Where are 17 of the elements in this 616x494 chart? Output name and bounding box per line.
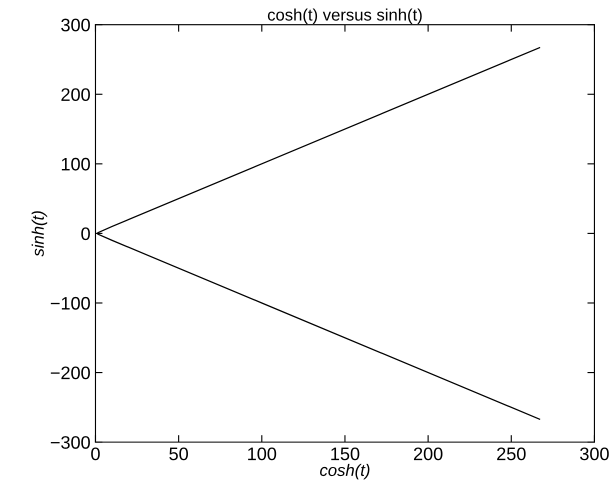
x-tick-label: 300 [580,447,609,460]
y-tick-label: −100 [50,296,90,310]
y-tick-label: 0 [81,227,90,240]
y-tick-label: 100 [62,158,90,171]
y-tick-label: 300 [61,18,90,32]
x-axis-title: cosh(t) [320,464,370,480]
x-tick-label: 0 [91,447,100,460]
y-tick-label: −200 [50,366,90,380]
x-tick-label: 250 [497,447,526,460]
y-tick-label: 200 [61,88,90,101]
y-axis-title: sinh(t) [32,211,48,257]
x-tick-label: 150 [331,447,360,460]
chart-title: cosh(t) versus sinh(t) [268,8,422,24]
y-tick-label: −300 [50,436,90,449]
x-tick-label: 50 [169,447,188,460]
x-tick-label: 200 [414,447,442,460]
x-tick-label: 100 [248,447,276,460]
